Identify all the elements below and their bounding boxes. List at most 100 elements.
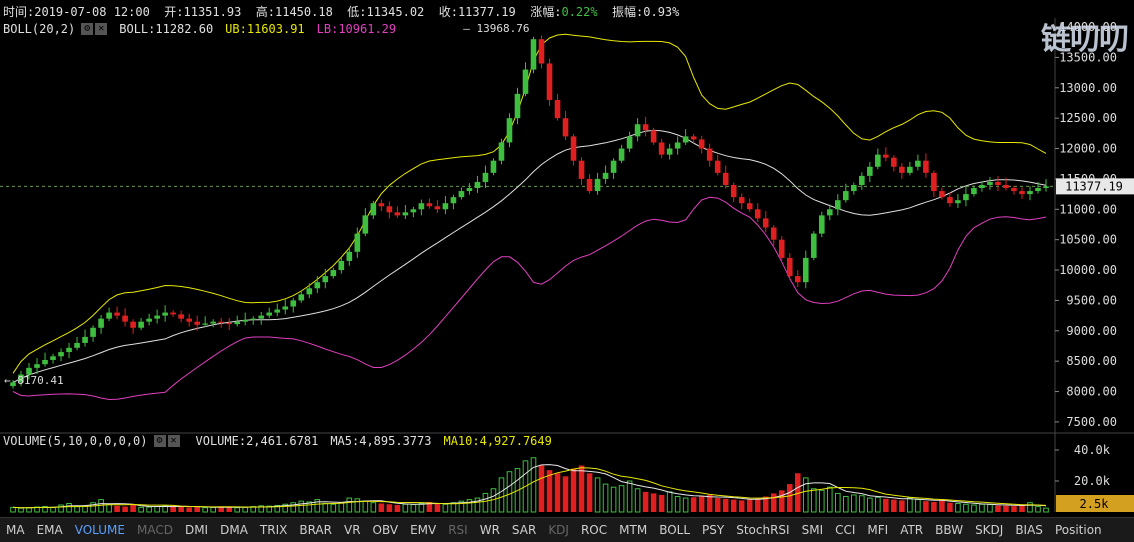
tab-wr[interactable]: WR: [479, 523, 500, 537]
tab-atr[interactable]: ATR: [900, 523, 924, 537]
volume-bar: [963, 503, 969, 513]
candle-body: [762, 218, 769, 228]
candle-body: [907, 166, 913, 173]
tab-rsi[interactable]: RSI: [448, 523, 468, 537]
volume-bar: [50, 506, 56, 513]
candle: [658, 138, 665, 159]
candle-body: [698, 139, 705, 149]
tab-position[interactable]: Position: [1054, 523, 1102, 537]
candle: [482, 165, 489, 189]
tab-cci[interactable]: CCI: [835, 523, 856, 537]
volume-bar: [202, 507, 208, 513]
candle: [106, 307, 112, 322]
tab-brar[interactable]: BRAR: [299, 523, 332, 537]
candle-body: [947, 197, 953, 204]
candle: [18, 370, 24, 387]
volume-bar: [786, 484, 793, 512]
tab-roc[interactable]: ROC: [580, 523, 608, 537]
candle: [178, 310, 184, 323]
candle: [42, 352, 48, 367]
candle-body: [250, 318, 257, 320]
volume-bar: [266, 505, 273, 513]
volume-bar: [971, 504, 977, 513]
volume-bar: [843, 496, 849, 513]
candlesticks: [10, 35, 1049, 389]
candle: [826, 204, 833, 221]
volume-bar: [722, 498, 729, 512]
time-label: 时间:2019-07-08 12:00: [3, 5, 150, 19]
tab-mtm[interactable]: MTM: [619, 523, 648, 537]
tab-sar[interactable]: SAR: [511, 523, 537, 537]
volume-bar: [666, 491, 673, 513]
candle-body: [754, 209, 761, 219]
volume-bar: [10, 506, 16, 513]
volume-bar: [530, 457, 537, 513]
close-icon[interactable]: ✕: [95, 23, 108, 35]
tab-dmi[interactable]: DMI: [184, 523, 209, 537]
volume-bar: [1043, 507, 1049, 513]
candle-body: [666, 148, 673, 155]
tab-ma[interactable]: MA: [6, 523, 25, 537]
volume-bar: [658, 494, 665, 512]
tab-stochrsi[interactable]: StochRSI: [736, 523, 790, 537]
candle: [706, 143, 713, 167]
tab-trix[interactable]: TRIX: [259, 523, 288, 537]
price-tick-label: 14000.00: [1059, 20, 1117, 34]
candle-body: [266, 312, 273, 316]
tab-obv[interactable]: OBV: [372, 523, 399, 537]
volume-bar: [730, 499, 737, 512]
volume-bar: [210, 506, 216, 513]
price-tick-label: 12000.00: [1059, 142, 1117, 156]
candle: [410, 206, 417, 218]
volume-bar: [498, 477, 505, 513]
volume-ma-lines: [12, 464, 1047, 509]
tab-volume[interactable]: VOLUME: [74, 523, 125, 537]
candle-body: [170, 312, 176, 315]
tab-kdj[interactable]: KDJ: [548, 523, 569, 537]
chart-svg[interactable]: 14000.00 13500.00 13000.00 12500.00 12000.00…: [0, 0, 1134, 517]
tab-boll[interactable]: BOLL: [659, 523, 691, 537]
candle-body: [426, 203, 433, 207]
tab-bbw[interactable]: BBW: [935, 523, 964, 537]
price-tick-label: 8500.00: [1066, 354, 1117, 368]
candle-body: [242, 319, 249, 322]
volume-bar: [738, 500, 745, 512]
volume-bar: [554, 473, 561, 512]
volume-bar: [1011, 506, 1017, 512]
close-icon[interactable]: ✕: [167, 435, 180, 447]
candle-body: [706, 148, 713, 161]
tab-smi[interactable]: SMI: [801, 523, 824, 537]
volume-bar: [875, 496, 881, 513]
tab-skdj[interactable]: SKDJ: [975, 523, 1004, 537]
tab-bias[interactable]: BIAS: [1015, 523, 1043, 537]
tab-dma[interactable]: DMA: [220, 523, 248, 537]
candle: [794, 270, 801, 288]
gear-icon[interactable]: ⚙: [81, 23, 94, 35]
volume-bar: [810, 488, 817, 513]
tab-emv[interactable]: EMV: [410, 523, 437, 537]
gear-icon[interactable]: ⚙: [153, 435, 166, 447]
tab-psy[interactable]: PSY: [702, 523, 725, 537]
volume-bar: [650, 493, 657, 512]
candle-body: [802, 257, 809, 283]
volume-bar: [770, 493, 777, 512]
candle-body: [618, 148, 625, 161]
boll-mid-value: BOLL:11282.60: [119, 22, 214, 36]
candle-body: [851, 184, 857, 192]
volume-bar: [234, 507, 241, 513]
tab-vr[interactable]: VR: [343, 523, 361, 537]
candle: [802, 250, 809, 289]
volume-ma5-value: MA5:4,895.3773: [330, 434, 432, 448]
volume-bar: [314, 499, 321, 513]
candle-body: [931, 172, 937, 192]
volume-bar: [859, 495, 865, 513]
volume-bar: [370, 502, 377, 513]
candle: [851, 182, 857, 195]
tab-macd[interactable]: MACD: [136, 523, 173, 537]
candle-body: [210, 321, 216, 324]
tab-ema[interactable]: EMA: [36, 523, 63, 537]
tab-mfi[interactable]: MFI: [867, 523, 889, 537]
candle: [378, 199, 385, 212]
candle-body: [290, 300, 297, 307]
